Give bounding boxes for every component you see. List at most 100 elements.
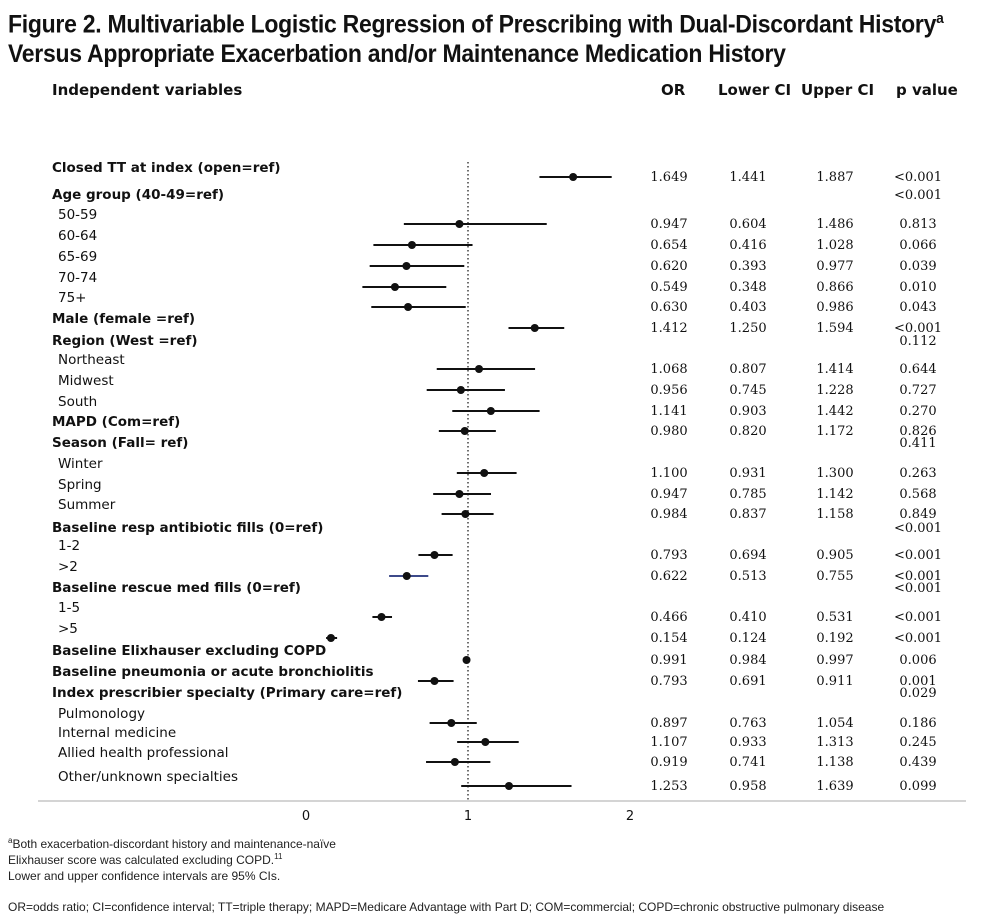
or-point: [377, 613, 386, 621]
p-value: 0.245: [899, 735, 936, 750]
or-value: 1.141: [650, 404, 687, 419]
p-value: 0.411: [899, 436, 936, 451]
lower-ci-value: 0.820: [729, 424, 766, 439]
p-value: 0.813: [899, 217, 936, 232]
or-value: 0.630: [650, 300, 687, 315]
or-point: [407, 241, 416, 249]
row-label: MAPD (Com=ref): [52, 414, 180, 430]
p-value: 0.039: [899, 259, 936, 274]
row-label: 60-64: [58, 228, 97, 244]
lower-ci-value: 0.745: [729, 383, 766, 398]
or-point: [530, 324, 539, 332]
or-value: 0.980: [650, 424, 687, 439]
p-value: <0.001: [894, 521, 942, 536]
p-value: 0.043: [899, 300, 936, 315]
row-label: Baseline rescue med fills (0=ref): [52, 580, 301, 596]
x-tick-label: 1: [464, 809, 472, 824]
p-value: <0.001: [894, 188, 942, 203]
row-label: Internal medicine: [58, 725, 176, 741]
or-value: 1.107: [650, 735, 687, 750]
upper-ci-value: 1.142: [816, 487, 853, 502]
or-point: [404, 303, 413, 311]
or-point: [430, 551, 439, 559]
or-point: [461, 510, 470, 518]
row-label: Baseline pneumonia or acute bronchioliti…: [52, 664, 374, 680]
or-value: 0.897: [650, 716, 687, 731]
p-value: 0.270: [899, 404, 936, 419]
lower-ci-value: 0.807: [729, 362, 766, 377]
lower-ci-value: 0.416: [729, 238, 766, 253]
upper-ci-value: 1.228: [816, 383, 853, 398]
or-value: 0.991: [650, 653, 687, 668]
or-point: [481, 738, 490, 746]
lower-ci-value: 0.691: [729, 674, 766, 689]
x-tick-label: 2: [626, 809, 634, 824]
upper-ci-value: 0.531: [816, 610, 853, 625]
p-value: 0.186: [899, 716, 936, 731]
row-label: >2: [58, 559, 78, 575]
or-point: [390, 283, 399, 291]
or-value: 0.956: [650, 383, 687, 398]
or-value: 0.793: [650, 548, 687, 563]
lower-ci-value: 0.837: [729, 507, 766, 522]
or-value: 1.100: [650, 466, 687, 481]
or-value: 0.622: [650, 569, 687, 584]
row-label: 1-2: [58, 538, 80, 554]
p-value: 0.263: [899, 466, 936, 481]
or-point: [450, 758, 459, 766]
lower-ci-value: 0.931: [729, 466, 766, 481]
or-point: [504, 782, 513, 790]
title-line-2: Versus Appropriate Exacerbation and/or M…: [8, 40, 786, 69]
or-value: 0.154: [650, 631, 687, 646]
row-label: Season (Fall= ref): [52, 435, 188, 451]
p-value: 0.644: [899, 362, 936, 377]
header-variables: Independent variables: [52, 81, 243, 99]
x-tick-label: 0: [302, 809, 310, 824]
or-point: [486, 407, 495, 415]
upper-ci-value: 1.028: [816, 238, 853, 253]
footnote-elixhauser: Elixhauser score was calculated excludin…: [8, 852, 282, 867]
row-label: Other/unknown specialties: [58, 769, 238, 785]
row-label: Baseline Elixhauser excluding COPD: [52, 643, 326, 659]
upper-ci-value: 1.313: [816, 735, 853, 750]
row-label: 50-59: [58, 207, 97, 223]
lower-ci-value: 0.763: [729, 716, 766, 731]
upper-ci-value: 1.639: [816, 779, 853, 794]
lower-ci-value: 1.441: [729, 170, 766, 185]
p-value: <0.001: [894, 170, 942, 185]
or-value: 0.947: [650, 487, 687, 502]
upper-ci-value: 1.594: [816, 321, 853, 336]
or-point: [569, 173, 578, 181]
title-line-1: Figure 2. Multivariable Logistic Regress…: [8, 10, 937, 39]
p-value: 0.439: [899, 755, 936, 770]
p-value: 0.112: [899, 334, 936, 349]
or-value: 0.947: [650, 217, 687, 232]
p-value: <0.001: [894, 631, 942, 646]
upper-ci-value: 0.997: [816, 653, 853, 668]
p-value: <0.001: [894, 581, 942, 596]
row-label: Winter: [58, 456, 103, 472]
lower-ci-value: 0.984: [729, 653, 766, 668]
or-point: [326, 634, 335, 642]
p-value: <0.001: [894, 569, 942, 584]
or-value: 0.466: [650, 610, 687, 625]
row-label: Region (West =ref): [52, 333, 198, 349]
or-value: 1.649: [650, 170, 687, 185]
or-point: [402, 572, 411, 580]
row-label: Male (female =ref): [52, 311, 195, 327]
or-value: 0.620: [650, 259, 687, 274]
upper-ci-value: 0.905: [816, 548, 853, 563]
p-value: 0.010: [899, 280, 936, 295]
footnote-ci: Lower and upper confidence intervals are…: [8, 869, 281, 883]
or-value: 1.412: [650, 321, 687, 336]
lower-ci-value: 0.393: [729, 259, 766, 274]
or-value: 1.253: [650, 779, 687, 794]
lower-ci-value: 0.604: [729, 217, 766, 232]
row-label: Index prescribier specialty (Primary car…: [52, 685, 402, 701]
upper-ci-value: 1.172: [816, 424, 853, 439]
p-value: <0.001: [894, 321, 942, 336]
upper-ci-value: 0.986: [816, 300, 853, 315]
or-point: [447, 719, 456, 727]
upper-ci-value: 0.911: [816, 674, 853, 689]
